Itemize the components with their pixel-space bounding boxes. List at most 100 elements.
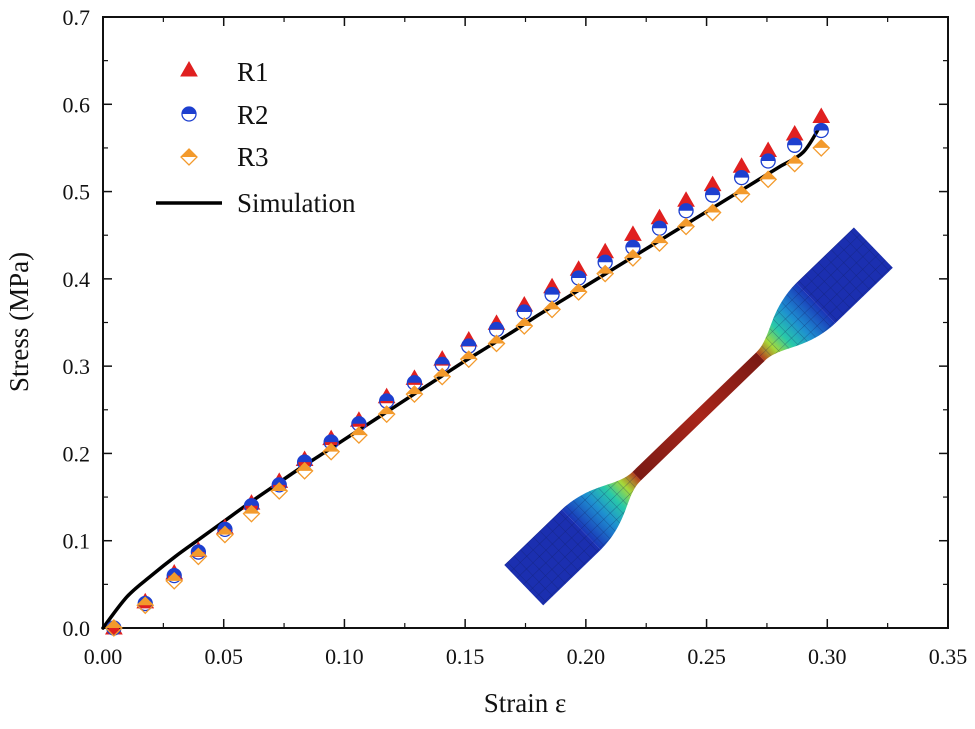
r3-point-outline <box>515 317 534 335</box>
r3-point-fill <box>516 317 533 326</box>
legend-entry-r2 <box>181 106 197 122</box>
legend-label-simulation: Simulation <box>237 188 356 218</box>
r3-point-fill <box>760 171 777 180</box>
r3-point-fill <box>678 218 695 227</box>
r3-point-outline <box>295 461 314 480</box>
r2-point <box>181 106 197 122</box>
r2-point-fill <box>244 498 259 506</box>
r3-point-fill <box>544 301 561 310</box>
r2-point-fill <box>761 154 776 162</box>
r2-point <box>570 270 587 286</box>
r2-point-fill <box>598 255 613 263</box>
r3-point-fill <box>296 462 313 471</box>
r3-point-fill <box>733 186 750 195</box>
r3-point-outline <box>136 596 155 615</box>
x-tick-label: 0.05 <box>204 644 243 669</box>
r3-point-outline <box>242 504 261 523</box>
x-tick-labels: 0.00 0.05 0.10 0.15 0.20 0.25 0.30 0.35 <box>84 644 968 669</box>
r2-point-fill <box>679 203 694 211</box>
r2-point-fill <box>705 188 720 196</box>
r3-point <box>349 426 368 445</box>
r2-point-outline <box>271 477 287 493</box>
x-axis-title: Strain ε <box>484 688 567 718</box>
series-r2 <box>106 122 829 636</box>
r2-point-fill <box>545 287 560 295</box>
r2-point-fill <box>435 357 450 365</box>
r2-point-fill <box>652 221 667 229</box>
r3-point-fill <box>190 548 207 557</box>
series-r3 <box>104 139 831 637</box>
r2-point-fill <box>625 240 640 248</box>
y-tick-label: 0.5 <box>63 180 91 205</box>
r3-point <box>377 405 396 424</box>
x-tick-label: 0.15 <box>446 644 485 669</box>
r3-point-fill <box>570 283 587 292</box>
legend-label-r3: R3 <box>237 142 269 172</box>
r3-point-fill <box>704 204 721 213</box>
r2-point-fill <box>787 138 802 146</box>
r3-point <box>322 442 341 461</box>
r3-point-outline <box>270 482 289 500</box>
r3-point-outline <box>677 217 695 236</box>
r2-point <box>544 286 560 303</box>
r3-point <box>515 317 534 335</box>
r3-point-outline <box>104 619 123 637</box>
r3-point <box>242 504 261 523</box>
r3-point <box>189 547 208 566</box>
r3-point-outline <box>459 350 478 369</box>
y-tick-label: 0.7 <box>63 5 91 30</box>
axis-ticks <box>102 16 949 629</box>
r3-point-fill <box>105 620 122 628</box>
r3-point-outline <box>189 547 208 566</box>
r3-point-fill <box>406 386 423 395</box>
r3-point-outline <box>596 264 615 283</box>
r2-point-outline <box>760 153 776 169</box>
r2-point-fill <box>734 170 749 178</box>
r3-point <box>703 203 722 222</box>
r2-point-fill <box>297 455 312 463</box>
r2-point-outline <box>813 122 829 139</box>
r2-point <box>787 137 803 153</box>
r3-point-outline <box>216 525 234 544</box>
r2-point-fill <box>571 270 586 278</box>
legend-label-r1: R1 <box>237 57 269 87</box>
x-tick-label: 0.10 <box>325 644 364 669</box>
r3-point-outline <box>165 571 184 590</box>
r3-point-fill <box>166 572 183 581</box>
r2-point <box>813 122 829 139</box>
r2-point-fill <box>182 107 196 114</box>
r3-point-fill <box>378 406 395 415</box>
r3-point-fill <box>488 335 505 344</box>
legend-entry-r3 <box>180 148 198 166</box>
r3-point-outline <box>650 234 669 252</box>
r3-point-fill <box>271 482 288 491</box>
x-tick-label: 0.30 <box>808 644 847 669</box>
r2-point <box>651 220 668 236</box>
r3-point <box>543 300 561 319</box>
r3-point <box>785 154 804 173</box>
r3-point <box>759 170 778 189</box>
r2-point <box>704 187 721 203</box>
r3-point <box>295 461 314 480</box>
legend: R1 R2 R3 Simulation <box>156 57 356 218</box>
r2-point-outline <box>787 137 803 153</box>
r3-point-fill <box>243 505 260 514</box>
y-tick-label: 0.3 <box>63 354 91 379</box>
data-markers <box>104 107 831 637</box>
r3-point-outline <box>732 185 751 204</box>
r3-point <box>270 482 289 500</box>
r3-point <box>136 596 155 615</box>
r3-point-outline <box>487 334 506 353</box>
r3-point-outline <box>569 283 588 301</box>
r2-point-outline <box>217 521 233 538</box>
r3-point-fill <box>597 265 614 274</box>
r2-point <box>760 153 776 169</box>
series-r1 <box>105 107 831 635</box>
r3-point <box>405 385 424 403</box>
specimen-inset <box>504 227 893 606</box>
r2-point-fill <box>407 375 422 383</box>
r3-point-fill <box>786 155 803 164</box>
r3-point-fill <box>460 351 477 360</box>
r2-point <box>678 203 694 219</box>
r3-point-outline <box>349 426 368 445</box>
